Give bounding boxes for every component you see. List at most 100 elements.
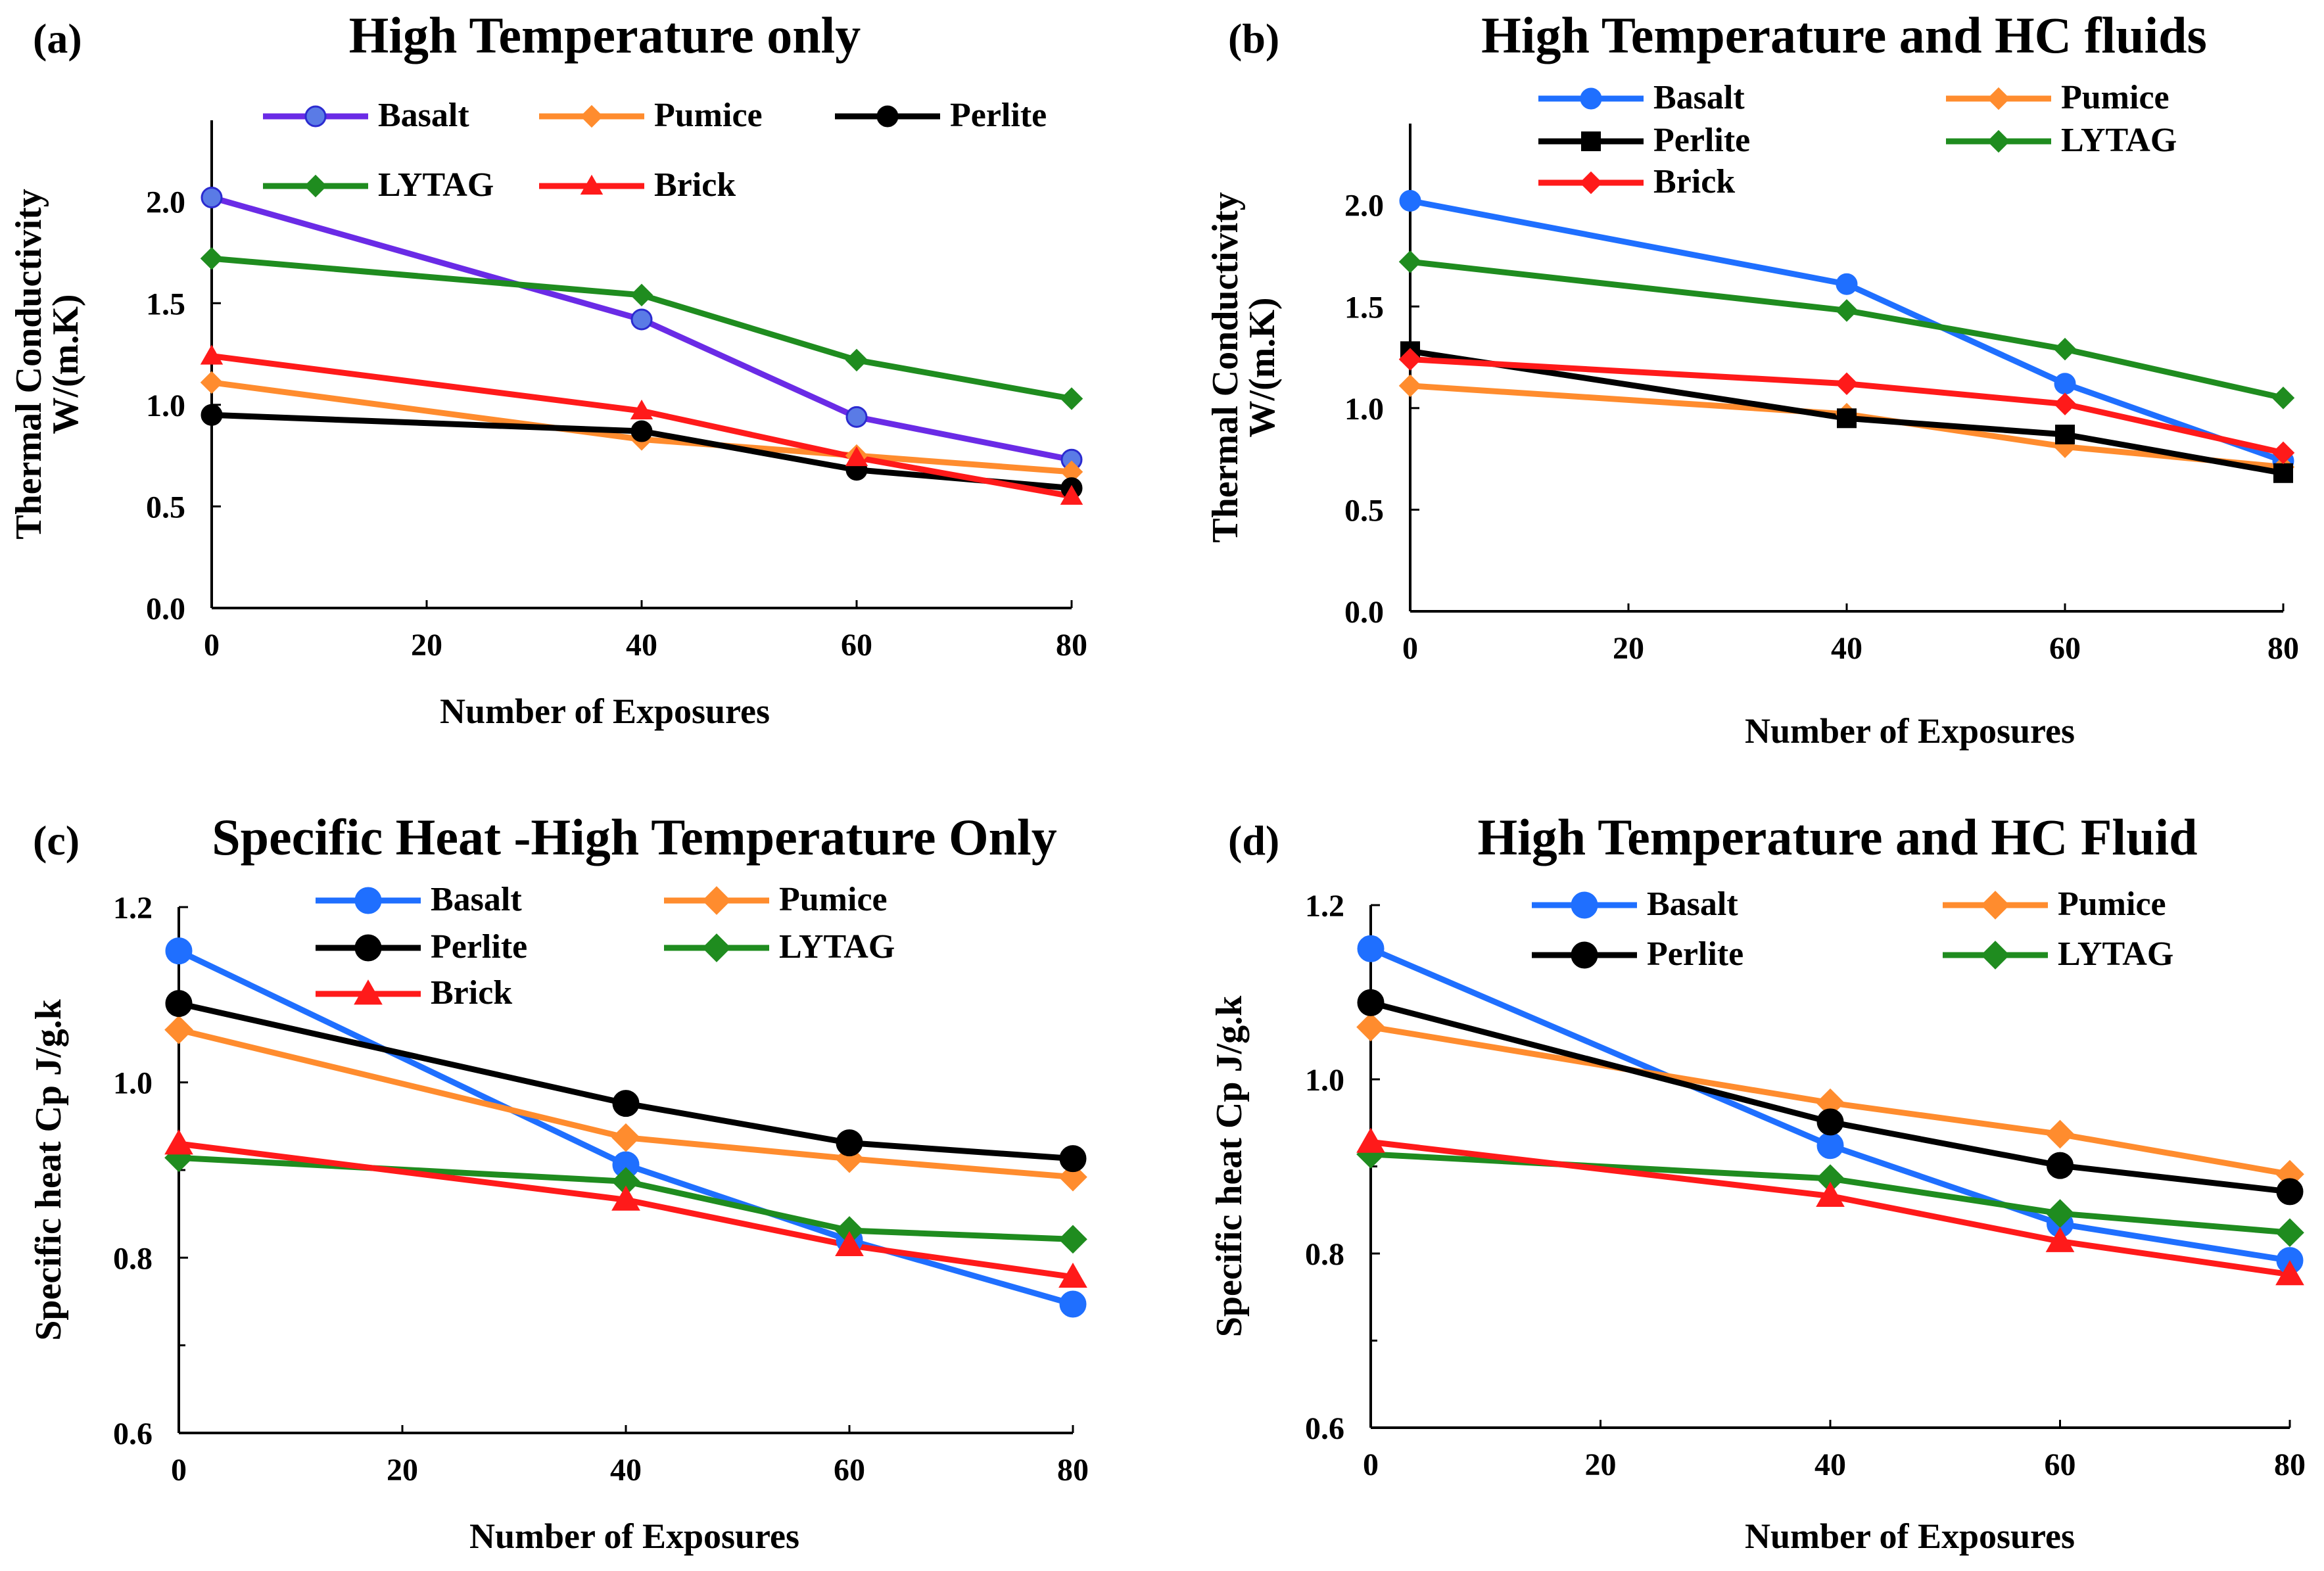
- y-tick-label: 0.8: [113, 1241, 153, 1276]
- series-line-perlite: [178, 1000, 1074, 1162]
- data-point-pumice: [2045, 1119, 2075, 1149]
- legend-marker: [354, 979, 383, 1005]
- data-point-perlite: [1059, 1145, 1087, 1173]
- x-tick-label: 40: [1831, 631, 1862, 666]
- x-tick-label: 80: [2274, 1447, 2306, 1482]
- data-point-lytag: [1058, 1225, 1087, 1254]
- legend-label: Brick: [431, 974, 512, 1012]
- series-line-brick: [211, 353, 1072, 500]
- legend-label: LYTAG: [2058, 935, 2173, 973]
- data-point-lytag: [1835, 299, 1859, 322]
- series-line-perlite: [1369, 1000, 2290, 1195]
- y-tick-label: 1.0: [113, 1066, 153, 1101]
- data-point-brick: [200, 344, 224, 365]
- y-tick-label: 1.5: [146, 287, 185, 321]
- y-axis-label: Specific heat Cp J/g.k: [28, 998, 69, 1340]
- data-point-basalt: [2054, 373, 2076, 395]
- legend-label: LYTAG: [2061, 122, 2177, 159]
- y-tick-label: 0.0: [146, 592, 185, 626]
- x-tick-label: 40: [610, 1453, 642, 1488]
- data-point-basalt: [201, 186, 223, 208]
- data-point-perlite: [2055, 425, 2075, 445]
- legend-label: Brick: [654, 166, 736, 204]
- data-point-brick: [164, 1129, 193, 1155]
- x-tick-label: 60: [841, 628, 872, 663]
- legend-marker: [1579, 171, 1603, 195]
- series-line-brick: [1370, 1138, 2290, 1278]
- legend-item-pumice: Pumice: [1946, 79, 2170, 116]
- data-point-basalt: [1059, 1290, 1087, 1318]
- legend-label: Basalt: [378, 97, 469, 134]
- panel-b: 0 20 40 60 80 0.0 0.5 1.0 1.5 2.0 (b) High Temperat…: [1205, 7, 2299, 751]
- data-point-perlite: [2273, 463, 2293, 483]
- legend-item-brick: Brick: [1538, 163, 1735, 200]
- legend-marker: [702, 886, 731, 915]
- legend-label: Basalt: [1653, 79, 1745, 116]
- data-point-brick: [835, 1231, 864, 1257]
- data-point-pumice: [1356, 1012, 1385, 1042]
- legend-item-basalt: Basalt: [1538, 79, 1745, 116]
- legend-label: Basalt: [431, 881, 522, 918]
- legend-item-lytag: LYTAG: [263, 166, 494, 204]
- data-point-brick: [2271, 441, 2295, 465]
- legend-item-lytag: LYTAG: [1946, 122, 2177, 159]
- data-point-perlite: [630, 420, 653, 442]
- x-tick-label: 20: [411, 628, 442, 663]
- legend-label: Brick: [1653, 163, 1735, 200]
- series-line-perlite: [1410, 348, 2284, 477]
- legend-marker: [702, 933, 731, 962]
- legend-item-perlite: Perlite: [316, 928, 527, 966]
- legend-item-basalt: Basalt: [316, 881, 522, 918]
- data-point-lytag: [611, 1167, 640, 1196]
- legend-label: Pumice: [2058, 885, 2166, 923]
- legend-marker: [1981, 891, 2010, 920]
- data-point-lytag: [1398, 250, 1422, 273]
- x-tick-label: 0: [1402, 631, 1418, 666]
- legend-item-perlite: Perlite: [835, 97, 1047, 134]
- legend-item-pumice: Pumice: [664, 881, 888, 918]
- legend-marker: [876, 105, 899, 128]
- series-line-basalt: [178, 948, 1074, 1307]
- data-point-pumice: [1398, 374, 1422, 398]
- x-tick-label: 40: [1814, 1447, 1846, 1482]
- chart-title: High Temperature and HC fluids: [1481, 7, 2207, 64]
- panel-label: (a): [33, 15, 82, 62]
- legend-marker: [1580, 87, 1602, 110]
- legend-item-pumice: Pumice: [1943, 885, 2166, 923]
- legend-item-basalt: Basalt: [1532, 885, 1738, 923]
- y-tick-label: 1.0: [1305, 1063, 1344, 1098]
- legend-marker: [1571, 941, 1598, 969]
- legend-label: Basalt: [1647, 885, 1738, 923]
- data-point-brick: [1058, 1262, 1087, 1288]
- legend-label: LYTAG: [779, 928, 895, 966]
- data-point-perlite: [2276, 1178, 2304, 1206]
- data-point-pumice: [611, 1123, 640, 1152]
- data-point-lytag: [630, 283, 653, 307]
- legend-label: Perlite: [950, 97, 1047, 134]
- legend-label: Pumice: [779, 881, 888, 918]
- y-tick-label: 2.0: [1344, 189, 1384, 223]
- data-point-pumice: [1060, 460, 1083, 484]
- panel-label: (b): [1228, 15, 1279, 62]
- legend-marker: [580, 174, 604, 195]
- legend-marker: [1987, 129, 2010, 153]
- panel-c: 0 20 40 60 80 0.6 0.8 1.0 1.2 (c) Specific Heat -H…: [28, 809, 1089, 1556]
- data-point-brick: [1816, 1181, 1845, 1207]
- legend-label: Perlite: [1647, 935, 1743, 973]
- data-point-brick: [1835, 372, 1859, 395]
- y-axis-label: Thermal Conductivity: [1205, 192, 1246, 543]
- legend-item-lytag: LYTAG: [1943, 935, 2173, 973]
- data-point-brick: [2045, 1227, 2075, 1252]
- data-point-pumice: [164, 1015, 193, 1044]
- x-axis-label: Number of Exposures: [469, 1516, 799, 1556]
- legend-label: LYTAG: [378, 166, 494, 204]
- y-tick-label: 0.6: [1305, 1411, 1344, 1446]
- y-tick-label: 1.0: [146, 388, 185, 423]
- legend-item-basalt: Basalt: [263, 97, 469, 134]
- data-point-brick: [1060, 484, 1083, 505]
- y-tick-label: 0.8: [1305, 1237, 1344, 1272]
- y-tick-label: 1.2: [1305, 889, 1344, 924]
- legend-item-perlite: Perlite: [1538, 122, 1750, 159]
- x-tick-label: 20: [387, 1453, 418, 1488]
- legend-marker: [1581, 131, 1601, 151]
